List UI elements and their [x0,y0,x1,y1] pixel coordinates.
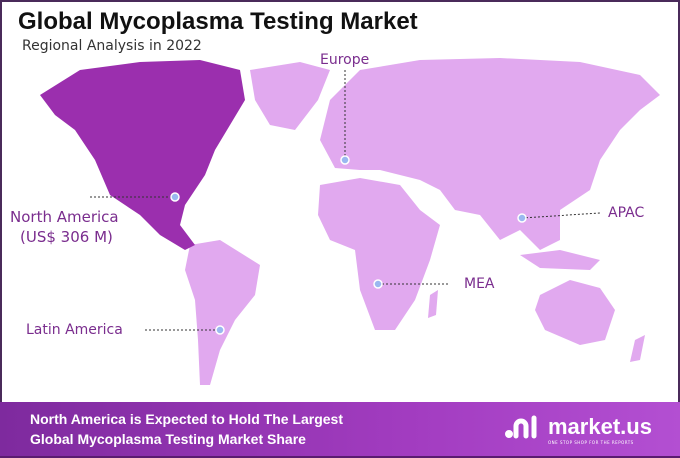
page-subtitle: Regional Analysis in 2022 [22,38,202,54]
world-map [40,58,660,385]
logo: market.us ONE STOP SHOP FOR THE REPORTS [504,414,652,445]
label-latin-america: Latin America [26,322,123,338]
page-title: Global Mycoplasma Testing Market [18,8,418,35]
europe-asia [320,58,660,250]
north-america-highlight [40,60,245,250]
logo-icon [505,415,537,439]
apac-marker [517,213,527,223]
label-europe: Europe [320,52,370,68]
banner-line-2: Global Mycoplasma Testing Market Share [30,431,306,447]
africa [318,178,440,330]
label-north-america-value: (US$ 306 M) [20,228,113,246]
europe-marker [340,155,350,165]
south-america [185,240,260,385]
greenland [250,62,330,130]
mea-marker [373,279,383,289]
label-apac: APAC [608,205,645,221]
logo-name: market.us [548,414,652,439]
indonesia [520,250,600,270]
banner-line-1: North America is Expected to Hold The La… [30,411,343,427]
banner-text: North America is Expected to Hold The La… [30,409,343,449]
label-north-america: North America [10,208,119,226]
madagascar [428,290,438,318]
logo-tagline: ONE STOP SHOP FOR THE REPORTS [548,440,634,445]
latin-america-marker [215,325,225,335]
new-zealand [630,335,645,362]
australia [535,280,615,345]
label-mea: MEA [464,276,495,292]
north-america-marker [170,192,180,202]
footer-banner: North America is Expected to Hold The La… [0,402,680,458]
